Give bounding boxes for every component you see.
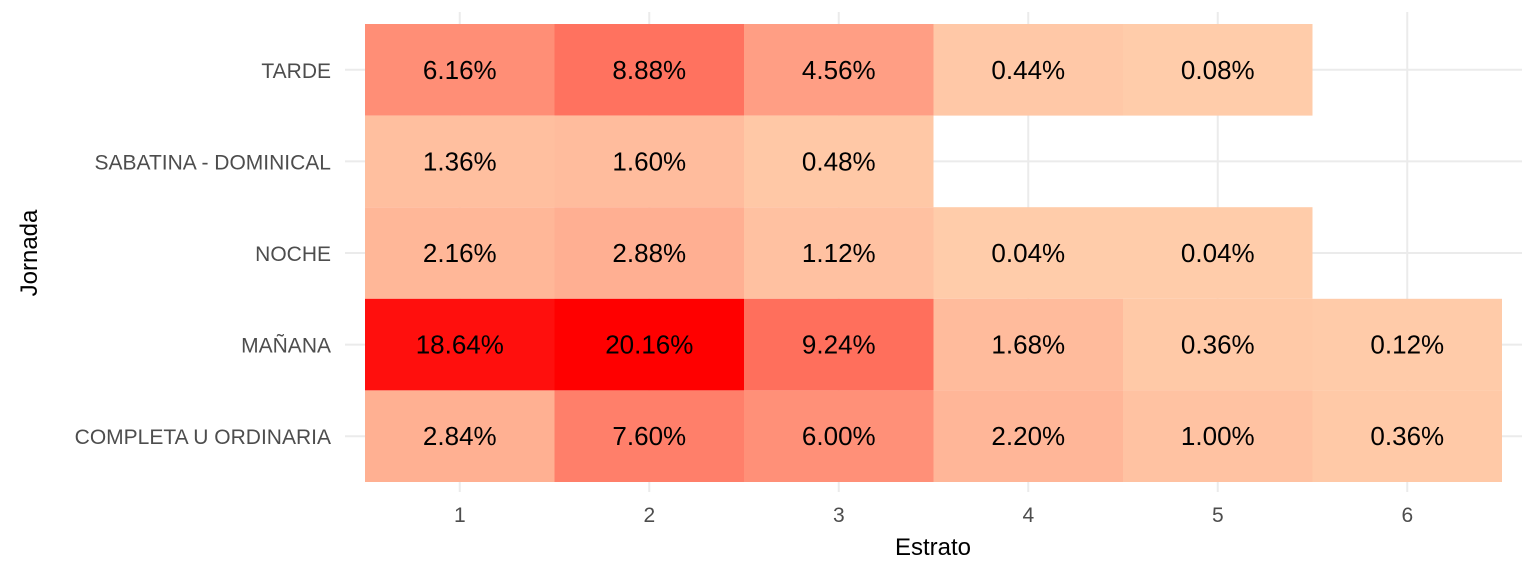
cell-value-label: 2.16%	[423, 238, 497, 268]
cell-value-label: 2.84%	[423, 421, 497, 451]
cell-labels: 6.16% 8.88% 4.56% 0.44% 0.08% 1.36% 1.60% 0.48%…	[416, 55, 1444, 451]
y-tick-label: SABATINA - DOMINICAL	[95, 151, 332, 174]
x-axis-ticks: 1 2 3 4 5 6	[454, 504, 1413, 527]
heatmap-cell	[554, 298, 744, 391]
y-tick-label: MAÑANA	[241, 334, 331, 358]
cell-value-label: 1.36%	[423, 146, 497, 176]
heatmap-cell	[744, 298, 934, 391]
cell-value-label: 1.12%	[802, 238, 876, 268]
heatmap-cell	[744, 207, 934, 299]
cell-value-label: 6.16%	[423, 55, 497, 85]
cell-value-label: 0.08%	[1181, 55, 1255, 85]
heatmap-cell	[1123, 24, 1313, 116]
cell-value-label: 2.88%	[612, 238, 686, 268]
cell-value-label: 0.12%	[1370, 330, 1444, 360]
cell-value-label: 9.24%	[802, 330, 876, 360]
heatmap-cell	[1123, 207, 1313, 299]
x-tick-label: 5	[1212, 504, 1224, 527]
x-tick-label: 4	[1022, 504, 1034, 527]
cell-value-label: 0.04%	[1181, 238, 1255, 268]
cell-value-label: 0.44%	[991, 55, 1065, 85]
y-tick-label: NOCHE	[255, 243, 331, 266]
y-axis-ticks: COMPLETA U ORDINARIA MAÑANA NOCHE SABATINA …	[75, 60, 331, 449]
heatmap-cell	[744, 24, 934, 116]
y-tick-label: COMPLETA U ORDINARIA	[75, 426, 331, 449]
cell-value-label: 0.04%	[991, 238, 1065, 268]
heatmap-cell	[365, 298, 555, 391]
cell-value-label: 1.60%	[612, 146, 686, 176]
heatmap-cell	[744, 390, 934, 482]
y-tick-label: TARDE	[261, 60, 331, 83]
heatmap-cell	[933, 390, 1123, 482]
heatmap-cell	[554, 207, 744, 299]
heatmap-cell	[365, 24, 555, 116]
cell-value-label: 7.60%	[612, 421, 686, 451]
heatmap-cell	[1312, 298, 1502, 391]
cell-value-label: 1.00%	[1181, 421, 1255, 451]
heatmap-cell	[744, 115, 934, 208]
cell-value-label: 20.16%	[605, 330, 693, 360]
x-axis-title: Estrato	[895, 534, 971, 561]
heatmap-cells	[365, 24, 1502, 482]
cell-value-label: 4.56%	[802, 55, 876, 85]
heatmap-cell	[554, 115, 744, 208]
heatmap-cell	[365, 390, 555, 482]
heatmap-cell	[1123, 390, 1313, 482]
heatmap-cell	[554, 390, 744, 482]
heatmap-cell	[933, 207, 1123, 299]
cell-value-label: 18.64%	[416, 330, 504, 360]
cell-value-label: 0.36%	[1181, 330, 1255, 360]
heatmap-cell	[365, 207, 555, 299]
cell-value-label: 0.36%	[1370, 421, 1444, 451]
heatmap-cell	[554, 24, 744, 116]
x-tick-label: 6	[1401, 504, 1413, 527]
x-tick-label: 1	[454, 504, 466, 527]
heatmap-cell	[933, 24, 1123, 116]
heatmap-cell	[1123, 298, 1313, 391]
y-axis-title: Jornada	[16, 209, 43, 296]
x-tick-label: 2	[643, 504, 655, 527]
cell-value-label: 6.00%	[802, 421, 876, 451]
heatmap-cell	[365, 115, 555, 208]
x-tick-label: 3	[833, 504, 845, 527]
cell-value-label: 0.48%	[802, 146, 876, 176]
heatmap-cell	[1312, 390, 1502, 482]
cell-value-label: 1.68%	[991, 330, 1065, 360]
cell-value-label: 2.20%	[991, 421, 1065, 451]
heatmap-cell	[933, 298, 1123, 391]
cell-value-label: 8.88%	[612, 55, 686, 85]
